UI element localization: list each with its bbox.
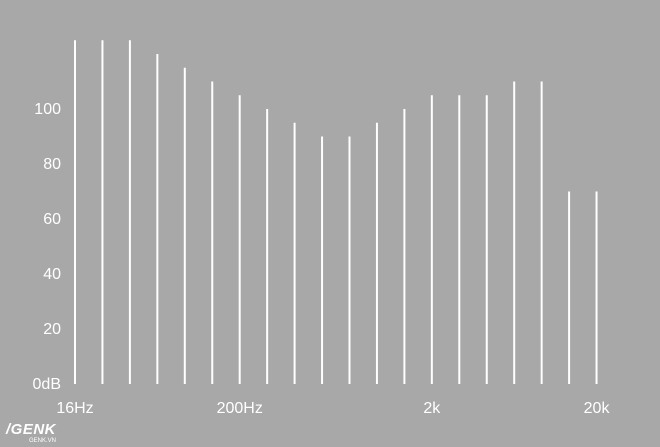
y-axis-ticks: 0dB 20 40 60 80 100 <box>33 101 62 393</box>
y-tick-label: 80 <box>43 156 61 173</box>
x-tick-label: 200Hz <box>217 400 263 417</box>
y-tick-label: 20 <box>43 321 61 338</box>
y-tick-label: 0dB <box>33 376 61 393</box>
x-tick-label: 2k <box>423 400 441 417</box>
genk-watermark: /GENK GENK.VN <box>6 422 56 444</box>
watermark-domain: GENK.VN <box>29 438 57 444</box>
y-tick-label: 40 <box>43 266 61 283</box>
watermark-brand: /GENK <box>6 421 57 438</box>
chart-bars <box>74 40 598 384</box>
x-tick-label: 20k <box>584 400 611 417</box>
y-tick-label: 100 <box>34 101 61 118</box>
x-axis-ticks: 16Hz 200Hz 2k 20k <box>56 400 610 417</box>
y-tick-label: 60 <box>43 211 61 228</box>
x-tick-label: 16Hz <box>56 400 93 417</box>
